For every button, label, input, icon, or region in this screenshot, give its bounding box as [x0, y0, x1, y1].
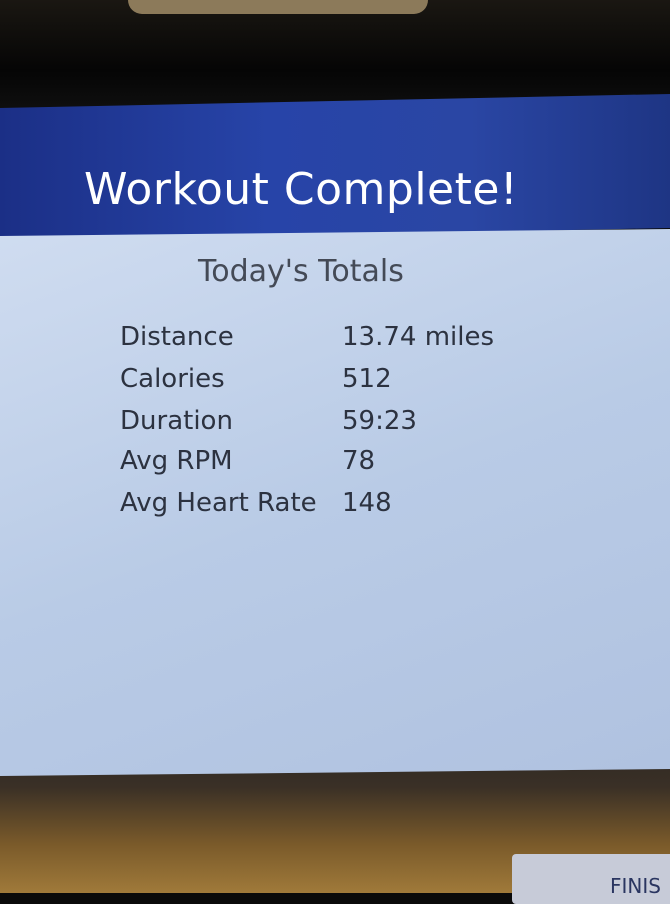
page-title: Workout Complete! — [84, 164, 519, 215]
stat-value: 78 — [342, 446, 376, 476]
stat-row-duration: Duration 59:23 — [120, 406, 540, 436]
stat-value: 148 — [342, 488, 392, 518]
stat-value: 59:23 — [342, 406, 417, 436]
screen: Workout Complete! Today's Totals Distanc… — [0, 93, 670, 893]
stat-label: Avg Heart Rate — [120, 488, 317, 518]
finish-button[interactable]: FINIS — [512, 854, 670, 904]
stat-row-distance: Distance 13.74 miles — [120, 322, 540, 352]
stat-label: Distance — [120, 322, 234, 352]
stat-row-avg-heart-rate: Avg Heart Rate 148 — [120, 488, 540, 518]
finish-label: FINIS — [610, 874, 661, 898]
stat-value: 13.74 miles — [342, 322, 495, 352]
stat-label: Duration — [120, 406, 233, 436]
stat-row-calories: Calories 512 — [120, 364, 540, 394]
stat-row-avg-rpm: Avg RPM 78 — [120, 446, 540, 476]
totals-heading: Today's Totals — [198, 254, 404, 289]
stat-label: Calories — [120, 364, 225, 394]
stat-value: 512 — [342, 364, 392, 394]
stat-label: Avg RPM — [120, 446, 233, 476]
device-top-tab — [128, 0, 428, 14]
